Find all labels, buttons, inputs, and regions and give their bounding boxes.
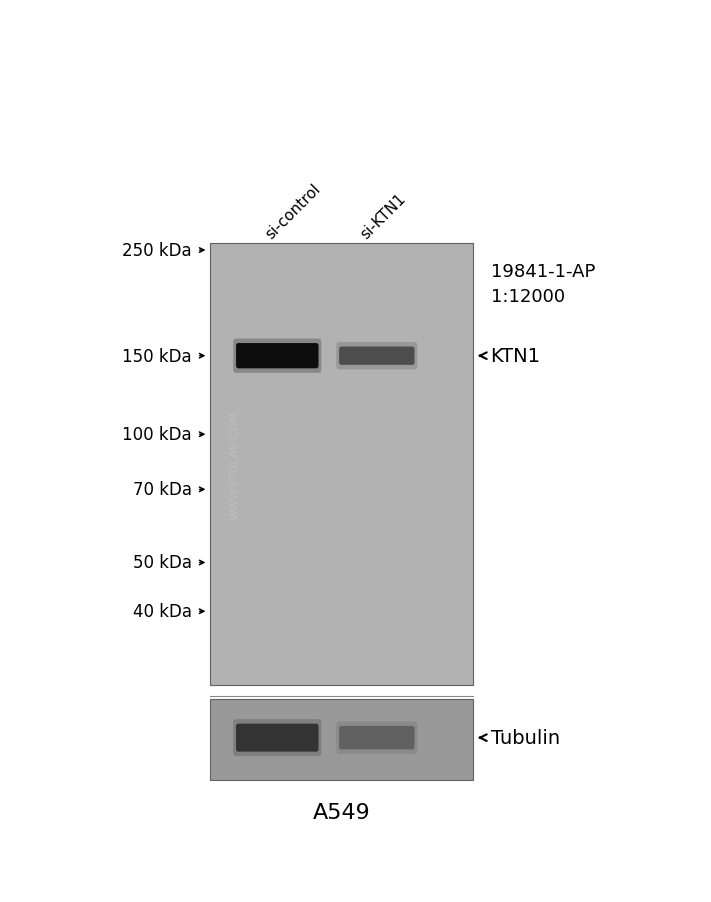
- FancyBboxPatch shape: [233, 720, 321, 756]
- Text: WWW.PTGLAB.COM: WWW.PTGLAB.COM: [230, 410, 240, 519]
- FancyBboxPatch shape: [339, 347, 415, 365]
- Text: 250 kDa: 250 kDa: [122, 242, 192, 260]
- FancyBboxPatch shape: [236, 344, 319, 369]
- FancyBboxPatch shape: [339, 726, 415, 750]
- FancyBboxPatch shape: [233, 339, 321, 373]
- FancyBboxPatch shape: [236, 723, 319, 751]
- Text: si-KTN1: si-KTN1: [358, 191, 409, 242]
- Bar: [210, 244, 473, 686]
- Text: 150 kDa: 150 kDa: [122, 347, 192, 365]
- Text: 50 kDa: 50 kDa: [133, 554, 192, 572]
- Text: si-control: si-control: [263, 181, 324, 242]
- Text: Tubulin: Tubulin: [491, 728, 560, 748]
- FancyBboxPatch shape: [336, 722, 417, 754]
- FancyBboxPatch shape: [336, 343, 417, 370]
- Bar: [210, 699, 473, 780]
- Text: 70 kDa: 70 kDa: [133, 481, 192, 499]
- Text: A549: A549: [312, 802, 370, 822]
- Text: 40 kDa: 40 kDa: [133, 603, 192, 621]
- Text: 19841-1-AP
1:12000: 19841-1-AP 1:12000: [491, 262, 595, 306]
- Text: 100 kDa: 100 kDa: [122, 426, 192, 444]
- Text: KTN1: KTN1: [491, 346, 540, 366]
